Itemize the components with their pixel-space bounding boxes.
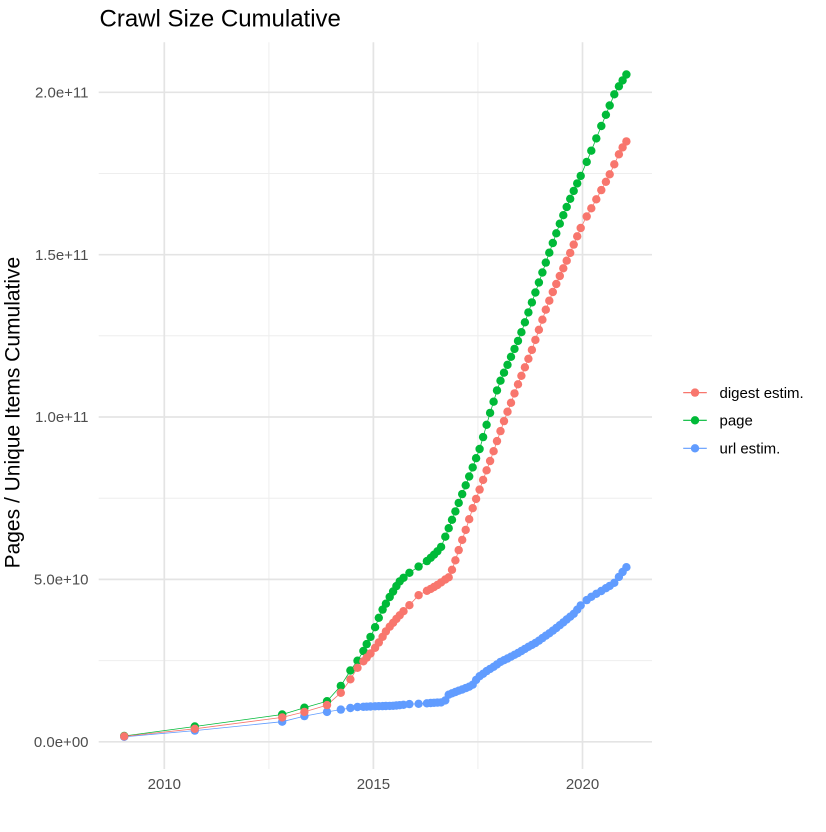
svg-text:1.0e+11: 1.0e+11: [35, 409, 89, 426]
svg-text:2020: 2020: [566, 776, 599, 793]
svg-text:Crawl Size Cumulative: Crawl Size Cumulative: [100, 6, 341, 33]
svg-text:1.5e+11: 1.5e+11: [35, 247, 89, 264]
svg-text:Pages / Unique Items Cumulativ: Pages / Unique Items Cumulative: [2, 257, 25, 569]
svg-text:2010: 2010: [148, 776, 181, 793]
svg-text:digest estim.: digest estim.: [720, 385, 804, 402]
svg-text:url estim.: url estim.: [720, 441, 781, 458]
svg-text:page: page: [720, 413, 753, 430]
svg-text:2015: 2015: [357, 776, 390, 793]
svg-text:0.0e+00: 0.0e+00: [34, 734, 89, 751]
svg-text:5.0e+10: 5.0e+10: [34, 572, 89, 589]
svg-text:2.0e+11: 2.0e+11: [35, 85, 89, 102]
